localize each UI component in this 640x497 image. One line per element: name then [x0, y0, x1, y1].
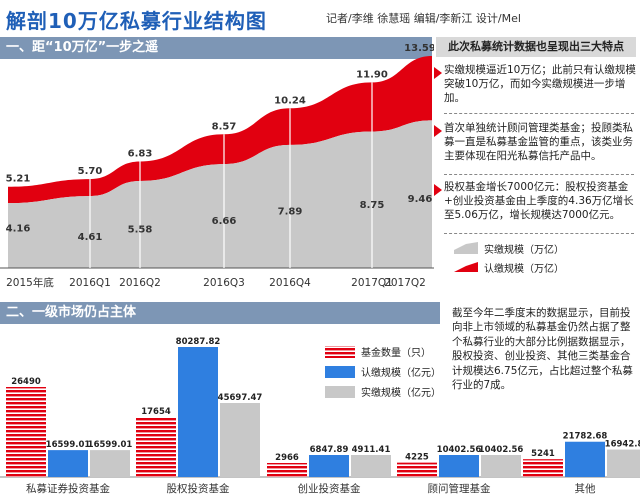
data-label-paid: 9.46 — [408, 194, 433, 205]
bar-count — [523, 459, 563, 477]
area-chart: 5.21 4.16 5.70 4.61 6.83 5.58 8.57 6.66 10.24 7.8… — [0, 43, 434, 289]
category-label: 其他 — [575, 482, 596, 495]
features-heading: 此次私募统计数据也呈现出三大特点 — [436, 37, 636, 57]
divider — [444, 174, 634, 175]
bar-paid — [351, 455, 391, 477]
category-label: 股权投资基金 — [167, 482, 230, 495]
x-tick-label: 2015年底 — [6, 276, 54, 289]
arrow-icon — [434, 125, 442, 137]
bar-value-label: 80287.82 — [176, 337, 221, 347]
summary-paragraph: 截至今年二季度末的数据显示，目前投向非上市领域的私募基金仍然占据了整个私募行业的… — [452, 307, 633, 392]
bar-subscribed — [309, 455, 349, 477]
bar-value-label: 17654 — [141, 407, 171, 417]
bar-paid — [607, 449, 640, 477]
x-tick-label: 2016Q3 — [203, 277, 245, 289]
legend-count-swatch — [325, 346, 355, 358]
bar-value-label: 21782.68 — [563, 432, 608, 442]
x-tick-label: 2016Q1 — [69, 277, 111, 289]
page-title: 解剖10万亿私募行业结构图 — [6, 9, 267, 33]
bar-legend: 基金数量（只） 认缴规模（亿元） 实缴规模（亿元） — [323, 344, 453, 402]
data-label-paid: 6.66 — [212, 216, 237, 227]
data-label-subscribed: 5.70 — [78, 166, 103, 177]
bar-value-label: 4911.41 — [352, 445, 391, 455]
area-legend: 实缴规模（万亿） 认缴规模（万亿） — [454, 242, 564, 275]
feature-3: 股权基金增长7000亿元：股权投资基金+创业投资基金由上季度的4.36万亿增长至… — [434, 180, 636, 222]
category-label: 私募证券投资基金 — [26, 482, 110, 495]
data-label-subscribed: 11.90 — [356, 69, 388, 80]
data-label-subscribed: 6.83 — [128, 148, 153, 159]
header: 解剖10万亿私募行业结构图 记者/李维 徐慧瑶 编辑/李新江 设计/Mel — [0, 0, 640, 36]
section-title-2: 二、一级市场仍占主体 — [0, 302, 440, 324]
divider — [444, 113, 634, 114]
bar-value-label: 16599.01 — [88, 440, 133, 450]
data-label-paid: 5.58 — [128, 224, 153, 235]
legend-subscribed-label: 认缴规模（万亿） — [484, 262, 564, 275]
bar-value-label: 4225 — [405, 453, 429, 463]
credits: 记者/李维 徐慧瑶 编辑/李新江 设计/Mel — [326, 12, 521, 25]
data-label-paid: 4.61 — [78, 232, 103, 243]
data-label-paid: 8.75 — [360, 200, 385, 211]
feature-3-text: 股权基金增长7000亿元：股权投资基金+创业投资基金由上季度的4.36万亿增长至… — [444, 181, 634, 221]
bar-paid — [220, 403, 260, 477]
legend-subscribed2-swatch — [325, 366, 355, 378]
bar-paid — [90, 450, 130, 477]
bar-value-label: 2966 — [275, 453, 299, 463]
data-label-paid: 4.16 — [6, 224, 31, 235]
bar-value-label: 16599.01 — [46, 440, 91, 450]
bar-count — [136, 417, 176, 477]
feature-2: 首次单独统计顾问管理类基金；投顾类私募一直是私募基金监管的重点，该类业务主要体现… — [434, 121, 636, 163]
x-tick-label: 2016Q2 — [119, 277, 161, 289]
feature-1-text: 实缴规模逼近10万亿；此前只有认缴规模突破10万亿，而如今实缴规模进一步增加。 — [444, 64, 636, 104]
data-label-subscribed: 13.59 — [404, 43, 434, 54]
bar-value-label: 10402.56 — [479, 445, 524, 455]
data-label-paid: 7.89 — [278, 206, 303, 217]
category-label: 创业投资基金 — [298, 482, 361, 495]
bar-count — [397, 462, 437, 477]
data-label-subscribed: 8.57 — [212, 121, 237, 132]
bar-value-label: 10402.56 — [437, 445, 482, 455]
legend-subscribed-swatch — [454, 262, 478, 272]
legend-paid2-swatch — [325, 386, 355, 398]
legend-paid-label: 实缴规模（万亿） — [484, 243, 564, 256]
x-tick-label: 2017Q1 — [351, 277, 393, 289]
section-title-1: 一、距“10万亿”一步之遥 — [0, 37, 432, 59]
x-tick-label: 2017Q2 — [384, 277, 426, 289]
arrow-icon — [434, 67, 442, 79]
x-tick-label: 2016Q4 — [269, 277, 311, 289]
data-label-subscribed: 10.24 — [274, 95, 306, 106]
legend-subscribed2-label: 认缴规模（亿元） — [361, 366, 441, 379]
bar-value-label: 6847.89 — [310, 445, 349, 455]
data-label-subscribed: 5.21 — [6, 174, 31, 185]
bar-value-label: 45697.47 — [218, 393, 263, 403]
bar-value-label: 5241 — [531, 449, 555, 459]
legend-paid-swatch — [454, 242, 478, 254]
feature-2-text: 首次单独统计顾问管理类基金；投顾类私募一直是私募基金监管的重点，该类业务主要体现… — [444, 122, 633, 162]
series-paid-area — [8, 120, 432, 268]
bar-subscribed — [178, 347, 218, 477]
bar-subscribed — [565, 441, 605, 477]
divider — [444, 233, 634, 234]
bar-subscribed — [48, 450, 88, 477]
bar-value-label: 26490 — [11, 377, 41, 387]
arrow-icon — [434, 184, 442, 196]
bar-count — [6, 387, 46, 477]
legend-count-label: 基金数量（只） — [361, 346, 431, 359]
category-label: 顾问管理基金 — [428, 482, 491, 495]
bar-count — [267, 463, 307, 477]
bar-value-label: 16942.86 — [605, 440, 640, 450]
bar-paid — [481, 455, 521, 477]
feature-1: 实缴规模逼近10万亿；此前只有认缴规模突破10万亿，而如今实缴规模进一步增加。 — [434, 63, 636, 105]
series-subscribed-area — [8, 55, 432, 204]
legend-paid2-label: 实缴规模（亿元） — [361, 386, 441, 399]
bar-subscribed — [439, 455, 479, 477]
